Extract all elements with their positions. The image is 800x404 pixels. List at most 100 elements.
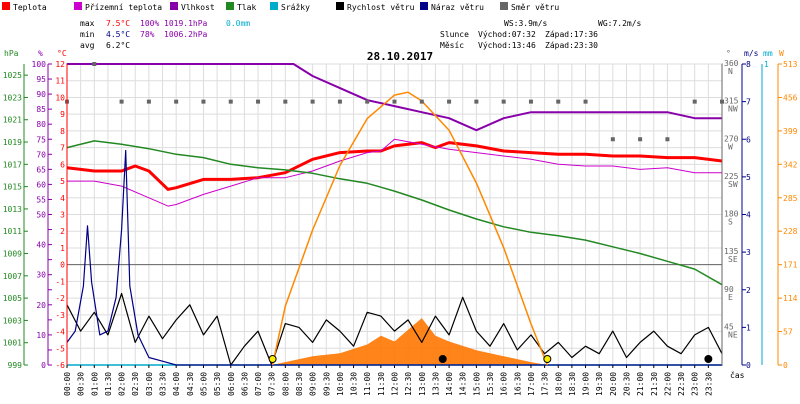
moon-label: Měsíc <box>440 41 464 50</box>
hpa-tick-label: 1017 <box>3 160 22 169</box>
x-tick-label: 06:00 <box>227 372 236 396</box>
wind-speed-info: WS:3.9m/s <box>504 19 548 28</box>
series-line <box>271 91 548 366</box>
x-tick-label: 22:00 <box>663 372 672 396</box>
moon-marker <box>438 355 447 363</box>
wind-dir-point <box>119 99 124 104</box>
hpa-tick-label: 1011 <box>3 227 22 236</box>
x-tick-label: 09:00 <box>309 372 318 396</box>
pct-tick-label: 20 <box>36 301 46 310</box>
x-tick-label: 08:30 <box>295 372 304 396</box>
wind-dir-point <box>556 99 561 104</box>
x-tick-label: 12:30 <box>404 372 413 396</box>
x-tick-label: 08:00 <box>281 372 290 396</box>
w-tick-label: 57 <box>783 328 793 337</box>
wind-dir-point <box>638 137 643 142</box>
wind-dir-point <box>174 99 179 104</box>
series-line <box>67 63 722 132</box>
x-tick-label: 09:30 <box>322 372 331 396</box>
x-tick-label: 19:30 <box>595 372 604 396</box>
temp-tick-label: 4 <box>60 194 65 203</box>
series-line <box>66 149 722 366</box>
ms-tick-label: 3 <box>746 248 751 257</box>
wind-dir-point <box>201 99 206 104</box>
x-tick-label: 12:00 <box>391 372 400 396</box>
moon-rise: Východ:13:46 <box>478 41 536 50</box>
series-area-orange <box>271 318 548 365</box>
dir-tick-label: 180 <box>724 210 739 219</box>
x-tick-label: 16:00 <box>500 372 509 396</box>
sun-marker <box>268 355 277 363</box>
temp-tick-label: -1 <box>55 277 65 286</box>
legend-swatch-smer-vetru <box>500 2 508 10</box>
legend-swatch-srazky <box>270 2 278 10</box>
temp-tick-label: -3 <box>55 311 65 320</box>
dir-tick-label: 360 <box>724 59 739 68</box>
x-tick-label: 07:30 <box>268 372 277 396</box>
dir-name-label: NW <box>728 105 738 114</box>
legend-label-tlak: Tlak <box>237 3 256 12</box>
x-tick-label: 02:00 <box>118 372 127 396</box>
x-tick-label: 11:00 <box>363 372 372 396</box>
x-tick-label: 19:00 <box>582 372 591 396</box>
axis-headers: hPa % °C ° m/s mm W <box>4 49 784 58</box>
x-tick-label: 13:00 <box>418 372 427 396</box>
dir-name-label: E <box>728 293 733 302</box>
x-tick-label: 14:30 <box>459 372 468 396</box>
temp-tick-label: 10 <box>55 93 65 102</box>
series-layer <box>66 63 723 366</box>
stats-avg-label: avg <box>80 41 95 50</box>
temp-tick-label: 5 <box>60 177 65 186</box>
x-tick-label: 22:30 <box>677 372 686 396</box>
x-tick-label: 20:00 <box>609 372 618 396</box>
temp-tick-label: 2 <box>60 227 65 236</box>
wind-dir-point <box>501 99 506 104</box>
x-tick-label: 11:30 <box>377 372 386 396</box>
axis-label-mm: mm <box>763 49 773 58</box>
legend-swatch-rychlost-vetru <box>336 2 344 10</box>
dir-tick-label: 270 <box>724 134 739 143</box>
wind-dir-point <box>146 99 151 104</box>
hpa-tick-label: 1009 <box>3 250 22 259</box>
axis-label-pct: % <box>38 49 43 58</box>
hpa-tick-label: 1007 <box>3 272 22 281</box>
pct-tick-label: 85 <box>36 105 46 114</box>
temp-tick-label: 6 <box>60 160 65 169</box>
w-tick-label: 342 <box>783 160 798 169</box>
legend-label-srazky: Srážky <box>281 3 310 12</box>
dir-name-label: SE <box>728 255 738 264</box>
wind-dir-point <box>665 137 670 142</box>
x-axis-label: čas <box>730 370 745 380</box>
hpa-tick-label: 1003 <box>3 316 22 325</box>
x-tick-label: 15:00 <box>472 372 481 396</box>
w-tick-label: 171 <box>783 261 798 270</box>
w-tick-label: 399 <box>783 127 798 136</box>
wind-dir-point <box>283 99 288 104</box>
legend-label-vlhkost: Vlhkost <box>181 3 215 12</box>
pct-tick-label: 100 <box>32 60 47 69</box>
pct-tick-label: 0 <box>41 361 46 370</box>
wind-dir-point <box>228 99 233 104</box>
x-tick-label: 18:00 <box>554 372 563 396</box>
hpa-tick-label: 1021 <box>3 116 22 125</box>
x-tick-label: 01:30 <box>104 372 113 396</box>
temp-tick-label: 0 <box>60 261 65 270</box>
ms-tick-label: 6 <box>746 135 751 144</box>
x-tick-label: 04:30 <box>186 372 195 396</box>
w-tick-label: 285 <box>783 194 798 203</box>
stats-min-temp: 4.5°C <box>106 30 130 39</box>
mm-tick-label: 1 <box>764 60 769 69</box>
stats-max-press: 1019.1hPa <box>164 19 208 28</box>
sun-marker <box>543 355 552 363</box>
w-tick-label: 0 <box>783 361 788 370</box>
hpa-tick-label: 1001 <box>3 339 22 348</box>
pct-tick-label: 55 <box>36 195 46 204</box>
stats-max-hum: 100% <box>140 19 159 28</box>
temp-tick-label: 12 <box>55 60 65 69</box>
dir-name-label: N <box>728 67 733 76</box>
legend-label-naraz-vetru: Náraz větru <box>431 3 484 12</box>
dir-tick-label: 135 <box>724 247 739 256</box>
x-tick-label: 23:30 <box>704 372 713 396</box>
